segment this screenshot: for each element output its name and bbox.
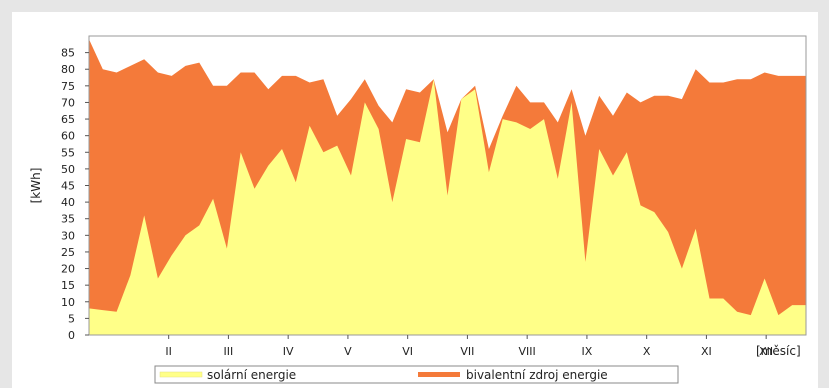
legend-swatch-solar [159, 371, 203, 378]
y-tick-label: 40 [61, 196, 75, 209]
x-tick-label: III [224, 345, 234, 358]
x-tick-label: X [643, 345, 651, 358]
x-tick-label: IX [582, 345, 593, 358]
legend-label-bivalent: bivalentní zdroj energie [466, 368, 608, 382]
y-tick-label: 75 [61, 80, 75, 93]
x-tick-label: IV [283, 345, 294, 358]
x-tick-label: VIII [519, 345, 536, 358]
series-area-solar [89, 79, 806, 335]
y-tick-label: 10 [61, 296, 75, 309]
x-tick-label: VI [402, 345, 413, 358]
y-tick-label: 55 [61, 146, 75, 159]
y-tick-label: 30 [61, 229, 75, 242]
legend-box [154, 365, 679, 384]
y-axis: 0 5 10 15 20 25 30 35 40 45 50 55 60 65 70 75 80 85 [61, 47, 89, 342]
x-tick-label: XII [759, 345, 773, 358]
y-tick-label: 60 [61, 130, 75, 143]
legend: solární energie bivalentní zdroj energie [154, 365, 679, 384]
y-tick-label: 70 [61, 96, 75, 109]
y-tick-label: 15 [61, 279, 75, 292]
y-tick-label: 65 [61, 113, 75, 126]
legend-swatch-bivalent [418, 372, 460, 377]
y-tick-label: 35 [61, 213, 75, 226]
plot-area [89, 39, 806, 336]
y-tick-label: 85 [61, 47, 75, 60]
y-tick-label: 5 [68, 312, 75, 325]
y-axis-label: [kWh] [29, 168, 43, 204]
y-tick-label: 25 [61, 246, 75, 259]
x-tick-label: VII [460, 345, 474, 358]
y-tick-label: 45 [61, 180, 75, 193]
x-axis: II III IV V VI VII VIII IX X XI XII [165, 335, 773, 358]
y-tick-label: 50 [61, 163, 75, 176]
y-tick-label: 20 [61, 263, 75, 276]
y-tick-label: 80 [61, 63, 75, 76]
x-axis-label: [měsíc] [756, 344, 801, 358]
x-tick-label: V [344, 345, 352, 358]
y-tick-label: 0 [68, 329, 75, 342]
legend-label-solar: solární energie [207, 368, 296, 382]
x-tick-label: XI [701, 345, 712, 358]
x-tick-label: II [165, 345, 172, 358]
